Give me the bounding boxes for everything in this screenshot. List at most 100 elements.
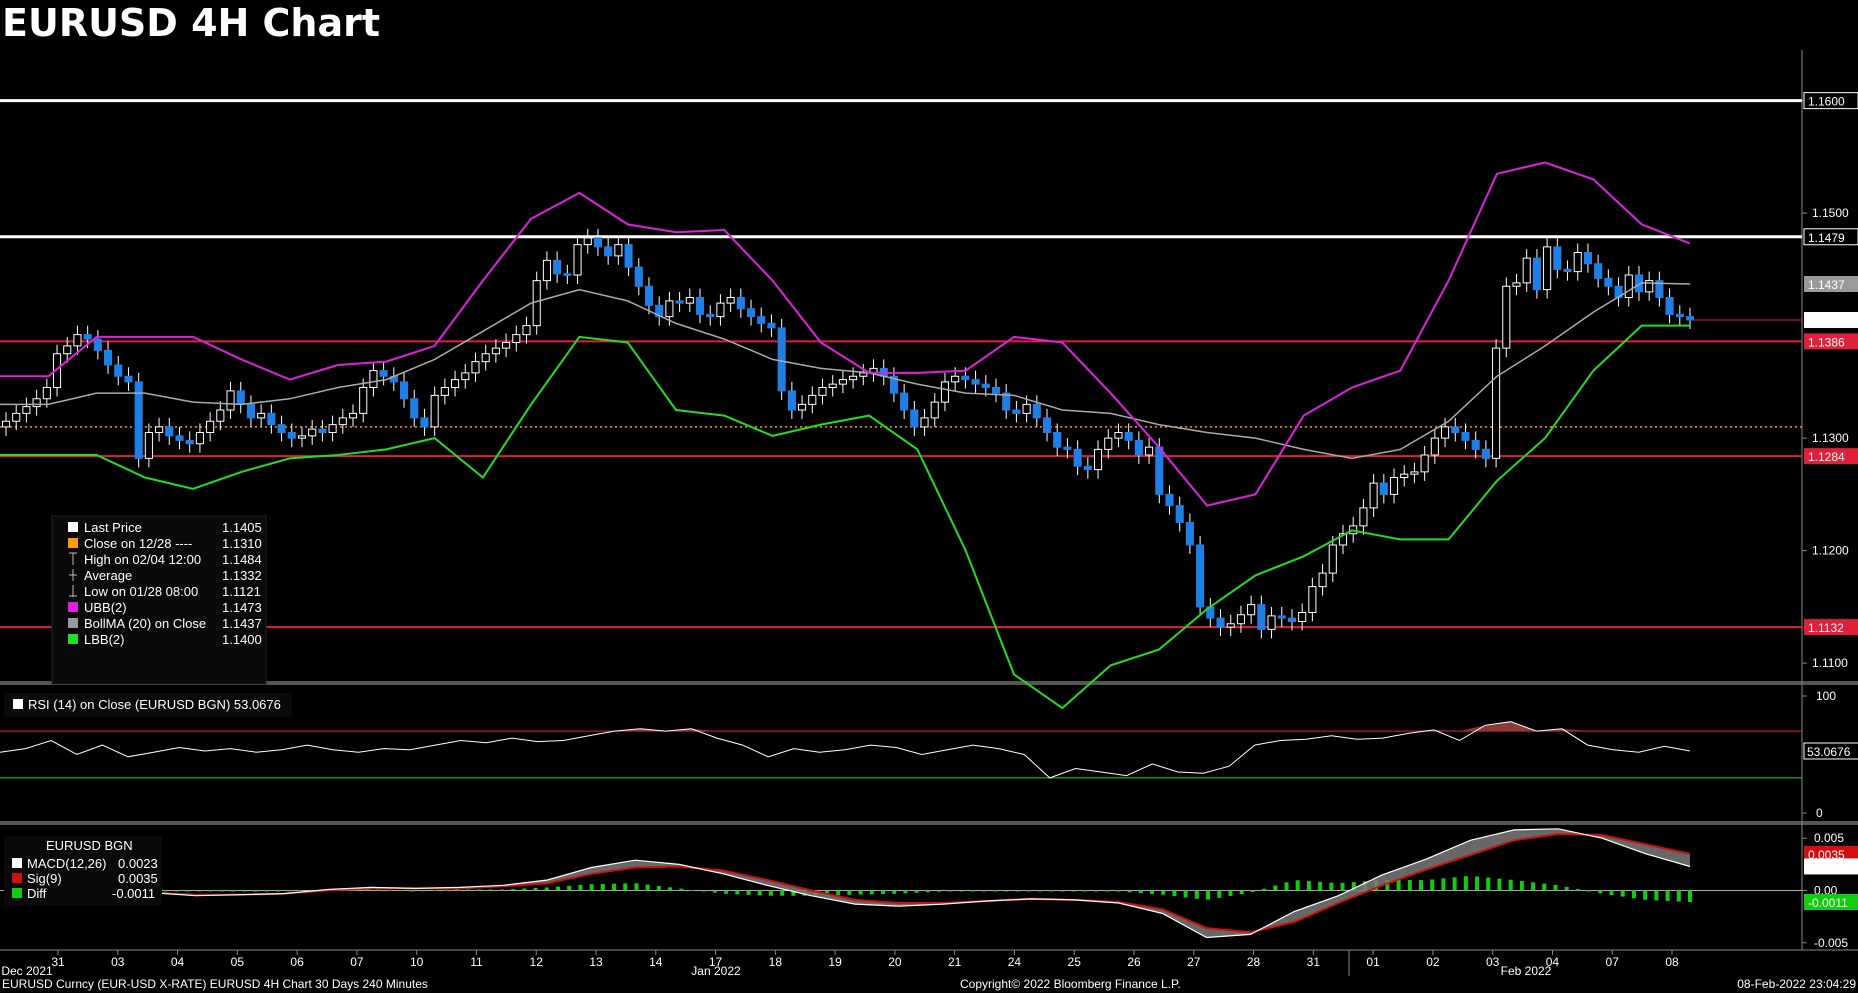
candle-down [1196, 544, 1205, 608]
candle-up [1369, 482, 1378, 509]
lbb-line [0, 324, 1690, 710]
candle-down [981, 383, 990, 388]
candle-down [1165, 493, 1174, 507]
diff-bar [1340, 882, 1345, 891]
diff-bar [1116, 890, 1121, 892]
rsi-last-label: 53.0676 [1807, 745, 1851, 759]
candle-up [1492, 347, 1501, 459]
diff-bar [466, 889, 471, 891]
candle-down [1216, 617, 1225, 628]
candle-up [155, 426, 164, 433]
candle-up [930, 401, 939, 419]
candle-down [910, 409, 919, 428]
legend-value: 1.1332 [222, 568, 262, 583]
candle-down [1563, 268, 1572, 273]
diff-bar [197, 890, 202, 892]
x-tick-label: 07 [1606, 955, 1620, 969]
candle-up [1226, 623, 1235, 628]
x-axis: 31 03 04 05 06 07 10 11 12 13 14 17 18 19 20 21 24 25 26 27… [1, 950, 1679, 976]
candle-up [512, 334, 521, 343]
diff-bar [623, 883, 628, 891]
diff-bar [544, 887, 549, 891]
candle-down [420, 417, 429, 428]
ubb-line [0, 161, 1691, 507]
candle-down [900, 392, 909, 411]
diff-bar [443, 889, 448, 891]
diff-bar [555, 886, 560, 891]
diff-bar [1329, 882, 1334, 891]
level-label: 1.1284 [1808, 450, 1845, 464]
legend-value: 1.1473 [222, 600, 262, 615]
diff-bar [959, 890, 964, 892]
candle-up [1022, 403, 1031, 414]
diff-bar [1430, 879, 1435, 891]
x-tick-label: 24 [1008, 955, 1022, 969]
legend-label: Low on 01/28 08:00 [84, 584, 198, 599]
candle-down [757, 316, 766, 324]
candle-up [818, 387, 827, 396]
candle-down [134, 381, 143, 459]
candle-up [1298, 612, 1307, 622]
price-panel: 1.16001.15001.13001.12001.11001.16001.14… [0, 92, 1858, 710]
legend-label: Average [84, 568, 132, 583]
x-tick-label: 18 [769, 955, 783, 969]
candle-down [83, 334, 92, 340]
candle-up [328, 424, 337, 433]
diff-bar [1598, 890, 1603, 894]
diff-bar [387, 889, 392, 891]
axis-marker-label: 1.1437 [1808, 278, 1845, 292]
diff-bar [1194, 890, 1199, 899]
diff-bar [1127, 890, 1132, 893]
candle-up [22, 406, 31, 414]
candle-down [104, 349, 113, 366]
x-tick-label: 14 [649, 955, 663, 969]
x-month-label: Feb 2022 [1501, 964, 1552, 976]
candle-down [1124, 432, 1133, 441]
candle-down [889, 375, 898, 394]
diff-bar [881, 890, 886, 895]
diff-bar [847, 890, 852, 895]
candle-up [63, 345, 72, 355]
diff-bar [1262, 888, 1267, 891]
rsi-overbought-fill [1485, 721, 1511, 732]
candle-down [1185, 522, 1194, 546]
candle-down [563, 273, 572, 276]
price-y-tick-label: 1.1100 [1812, 656, 1848, 670]
candle-up [52, 353, 62, 388]
diff-bar [1542, 883, 1547, 891]
diff-bar [1463, 876, 1468, 891]
candle-down [553, 259, 562, 275]
diff-bar [477, 889, 482, 891]
chart-area[interactable]: 1.16001.15001.13001.12001.11001.16001.14… [0, 48, 1858, 976]
diff-bar [1206, 890, 1211, 900]
candle-up [838, 379, 847, 385]
rsi-panel: 100 0 53.0676 [0, 689, 1858, 820]
diff-bar [1396, 880, 1401, 891]
candle-down [1012, 409, 1021, 414]
diff-bar [903, 890, 908, 894]
diff-bar [1138, 890, 1143, 894]
candle-down [1002, 392, 1011, 411]
candle-up [1645, 280, 1654, 293]
candle-up [583, 237, 592, 246]
candle-down [1604, 277, 1613, 287]
diff-bar [1004, 890, 1009, 892]
macd-marker-label: 0.0023 [1808, 860, 1845, 874]
diff-bar [712, 890, 717, 893]
x-month-label: Dec 2021 [1, 964, 53, 976]
diff-bar [1082, 890, 1087, 892]
diff-bar [1676, 890, 1681, 902]
candle-up [685, 297, 694, 304]
candle-down [1032, 403, 1041, 419]
x-tick-label: 05 [231, 955, 245, 969]
candle-up [1512, 282, 1521, 287]
diff-bar [948, 890, 953, 892]
candle-down [767, 322, 776, 329]
candle-up [940, 381, 950, 403]
diff-bar [1419, 880, 1424, 891]
x-tick-label: 07 [350, 955, 364, 969]
candle-up [532, 280, 541, 327]
diff-swatch [12, 888, 22, 898]
bollma-line [0, 282, 1691, 460]
diff-bar [724, 890, 729, 894]
